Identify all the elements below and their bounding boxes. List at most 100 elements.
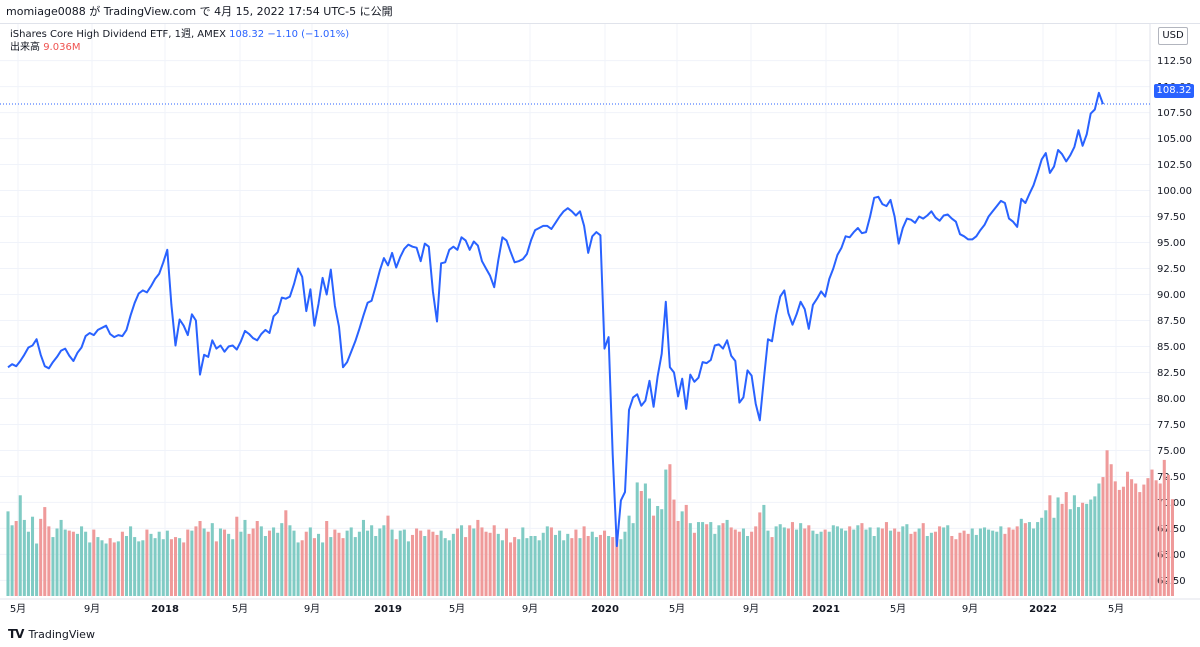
volume-bar [231,539,235,596]
volume-bar [566,533,570,596]
volume-bar [1076,507,1081,596]
volume-bar [223,529,227,596]
volume-bar [607,536,611,596]
volume-bar [713,533,717,596]
currency-button[interactable]: USD [1158,27,1188,45]
volume-bar [831,525,835,596]
volume-bar [884,522,888,596]
time-tick-label: 9月 [522,603,538,615]
volume-bar [47,526,51,596]
volume-bar [1064,492,1068,596]
volume-bar [733,529,737,596]
volume-bar [545,526,549,596]
volume-bar [316,533,321,596]
volume-bar [921,523,925,596]
volume-bar [897,531,901,596]
volume-bar [43,507,47,596]
volume-bar [901,526,905,596]
volume-bar [6,511,10,596]
time-tick-label: 9月 [962,603,978,615]
volume-bar [435,534,439,596]
volume-bar [982,527,987,596]
volume-bar [267,530,272,596]
price-tick-label: 72.50 [1157,472,1186,483]
volume-bar [864,529,868,596]
volume-bar [329,537,333,596]
volume-bar [374,536,378,596]
volume-bar [51,537,55,596]
volume-bar [415,528,419,596]
volume-bar [537,540,541,596]
volume-bar [754,526,758,596]
volume-bar [811,530,815,596]
volume-bar [619,539,623,596]
volume-bar [423,536,427,596]
volume-bar [823,529,827,596]
volume-bar [186,529,190,596]
price-tick-label: 90.00 [1157,290,1186,301]
volume-bar [513,537,517,596]
volume-bar [615,529,619,596]
volume-bar [741,528,745,596]
volume-bar [104,543,108,596]
volume-bar [394,539,398,596]
volume-bar [67,530,71,596]
footer-brand[interactable]: TV TradingView [8,627,95,641]
time-tick-label: 9月 [304,603,320,615]
volume-bar [30,516,35,596]
volume-bar [1052,517,1056,596]
legend-price-row: iShares Core High Dividend ETF, 1週, AMEX… [10,28,349,41]
volume-bar [598,534,602,596]
volume-bar [410,534,415,596]
volume-bar [349,527,353,596]
volume-bar [71,531,75,596]
price-tick-label: 82.50 [1157,368,1186,379]
volume-bar [1154,480,1158,596]
volume-bar [145,529,149,596]
volume-bar [603,530,607,596]
volume-bar [447,540,451,596]
volume-bar [582,526,586,596]
volume-bar [778,524,782,596]
price-tick-label: 112.50 [1157,56,1192,67]
volume-bar [987,529,991,596]
volume-bar [1105,450,1109,596]
volume-bar [247,533,251,596]
volume-bar [701,522,705,596]
volume-bar [795,529,799,596]
volume-bar [929,532,933,596]
volume-value: 9.036M [43,42,81,53]
volume-bar [525,538,529,596]
time-tick-label: 5月 [1108,603,1124,615]
volume-bar [325,521,329,596]
volume-bar [578,538,582,596]
volume-bar [26,531,30,596]
volume-bar [398,530,402,596]
volume-bar [14,521,18,596]
volume-bar [431,531,435,596]
volume-bar [345,530,349,596]
volume-bar [909,533,913,596]
volume-bar [946,525,950,596]
volume-bar [321,542,325,596]
volume-bar [382,525,386,596]
volume-bar [611,537,615,596]
price-chart[interactable]: 112.50110.00107.50105.00102.50100.0097.5… [0,24,1200,627]
volume-bar [950,536,954,596]
volume-bar [541,532,545,596]
time-tick-label: 2020 [591,604,619,615]
volume-bar [1097,483,1101,596]
volume-bar [100,540,104,596]
volume-bar [1019,518,1023,596]
volume-bar [1060,503,1064,596]
volume-bar [157,531,161,596]
volume-bar [129,526,133,596]
volume-bar [386,515,390,596]
volume-bar [439,530,443,596]
time-tick-label: 5月 [669,603,685,615]
price-tick-label: 77.50 [1157,420,1186,431]
volume-bar [652,515,656,596]
volume-bar [970,528,974,596]
volume-bar [288,525,292,596]
publish-text: momiage0088 が TradingView.com で 4月 15, 2… [6,5,393,18]
